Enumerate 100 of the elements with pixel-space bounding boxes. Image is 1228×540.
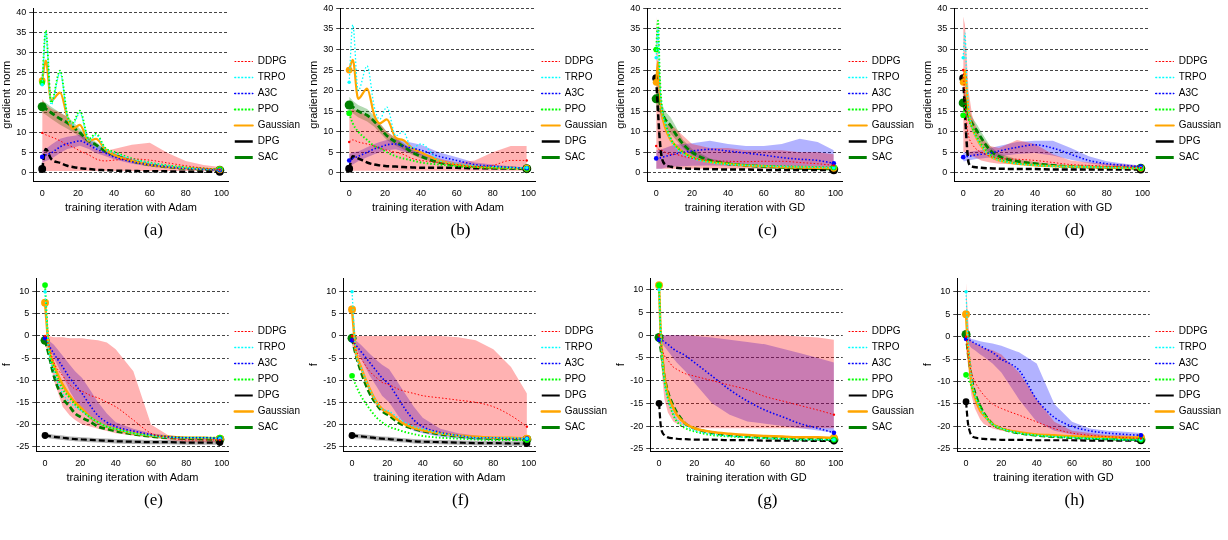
legend-label: Gaussian — [564, 119, 607, 131]
y-axis-title: gradient norm — [306, 60, 319, 129]
y-tick-label: 35 — [937, 23, 948, 34]
y-tick-label: 5 — [638, 306, 644, 317]
y-tick-label: 10 — [630, 126, 641, 137]
x-tick-label: 100 — [214, 457, 230, 468]
y-tick-label: -25 — [630, 443, 644, 454]
legend-label: PPO — [1178, 103, 1201, 115]
y-tick-label: 10 — [940, 286, 951, 297]
y-tick-label: 0 — [942, 167, 948, 178]
x-tick-label: 100 — [521, 187, 537, 198]
y-tick-label: 30 — [323, 43, 334, 54]
y-axis-title: gradient norm — [613, 60, 626, 129]
x-tick-label: 100 — [214, 187, 230, 198]
x-tick-label: 80 — [488, 457, 499, 468]
y-axis-title: f — [920, 362, 933, 367]
y-tick-label: 20 — [16, 87, 27, 98]
y-tick-label: 5 — [328, 146, 334, 157]
x-tick-label: 20 — [382, 457, 393, 468]
legend-label: Gaussian — [257, 119, 300, 131]
y-tick-label: 5 — [945, 308, 951, 319]
legend-label: Gaussian — [1178, 405, 1221, 417]
x-axis-title: training iteration with Adam — [66, 471, 199, 484]
legend-label: Gaussian — [871, 405, 914, 417]
x-tick-label: 60 — [1065, 187, 1076, 198]
legend-label: TRPO — [1178, 71, 1207, 83]
x-tick-label: 20 — [73, 187, 84, 198]
y-tick-label: 0 — [331, 330, 337, 341]
x-tick-label: 80 — [794, 187, 805, 198]
legend-label: A3C — [1178, 357, 1199, 369]
y-tick-label: -10 — [323, 374, 337, 385]
x-tick-label: 100 — [521, 457, 537, 468]
legend-label: SAC — [1178, 151, 1200, 163]
x-tick-label: 20 — [75, 457, 86, 468]
legend-label: PPO — [564, 103, 587, 115]
legend-label: Gaussian — [564, 405, 607, 417]
y-axis-title: gradient norm — [0, 60, 12, 129]
y-tick-label: 15 — [323, 105, 334, 116]
x-axis-title: training iteration with GD — [993, 471, 1114, 484]
legend-label: A3C — [257, 87, 278, 99]
legend-label: DDPG — [257, 325, 287, 337]
x-tick-label: 0 — [656, 457, 662, 468]
y-tick-label: 0 — [635, 167, 641, 178]
legend-label: TRPO — [257, 71, 286, 83]
x-tick-label: 80 — [487, 187, 498, 198]
text: (a) — [143, 220, 164, 240]
x-tick-label: 40 — [722, 187, 733, 198]
legend-label: A3C — [871, 87, 892, 99]
legend-label: DDPG — [871, 55, 901, 67]
text: (g) — [756, 490, 779, 510]
legend-label: A3C — [1178, 87, 1199, 99]
legend-label: A3C — [564, 357, 585, 369]
legend-label: SAC — [871, 421, 893, 433]
legend-label: PPO — [257, 103, 280, 115]
x-tick-label: 100 — [1135, 457, 1151, 468]
y-tick-label: 10 — [326, 286, 337, 297]
x-tick-label: 20 — [687, 187, 698, 198]
y-axis-title: f — [306, 362, 319, 367]
y-axis-title: gradient norm — [920, 60, 933, 129]
y-axis-title: f — [613, 362, 626, 367]
y-tick-label: 40 — [630, 2, 641, 13]
legend-label: SAC — [257, 151, 279, 163]
x-tick-label: 20 — [380, 187, 391, 198]
y-tick-label: 30 — [937, 43, 948, 54]
text: (f) — [451, 490, 470, 510]
y-tick-label: -5 — [328, 352, 337, 363]
x-tick-label: 20 — [689, 457, 700, 468]
y-tick-label: 0 — [638, 329, 644, 340]
x-axis-title: training iteration with GD — [686, 471, 807, 484]
legend-label: DPG — [564, 135, 587, 147]
y-tick-label: -5 — [942, 353, 951, 364]
x-tick-label: 40 — [1029, 187, 1040, 198]
legend-label: Gaussian — [871, 119, 914, 131]
y-tick-label: 40 — [323, 2, 334, 13]
y-tick-label: 10 — [19, 286, 30, 297]
y-tick-label: 25 — [16, 67, 27, 78]
legend-label: DDPG — [1178, 55, 1208, 67]
x-tick-label: 40 — [724, 457, 735, 468]
y-tick-label: -10 — [937, 376, 951, 386]
legend-label: DDPG — [257, 55, 287, 67]
y-tick-label: 35 — [16, 26, 27, 37]
x-tick-label: 60 — [453, 457, 464, 468]
y-tick-label: 20 — [323, 85, 334, 96]
x-axis-title: training iteration with Adam — [371, 201, 505, 214]
legend-label: TRPO — [871, 341, 900, 353]
legend-label: PPO — [1178, 373, 1201, 385]
x-tick-label: 0 — [963, 457, 969, 468]
y-tick-label: -15 — [16, 396, 30, 407]
y-tick-label: -15 — [630, 397, 644, 408]
y-tick-label: 30 — [630, 43, 641, 54]
legend-label: TRPO — [257, 341, 286, 353]
x-tick-label: 0 — [349, 457, 355, 468]
legend-label: TRPO — [1178, 341, 1207, 353]
x-tick-label: 40 — [110, 457, 121, 468]
x-tick-label: 40 — [415, 187, 426, 198]
text: (h) — [1063, 490, 1086, 510]
x-tick-label: 80 — [1102, 457, 1113, 468]
y-tick-label: 0 — [24, 330, 30, 341]
x-axis-title: training iteration with GD — [684, 201, 806, 214]
y-tick-label: 0 — [21, 167, 27, 178]
